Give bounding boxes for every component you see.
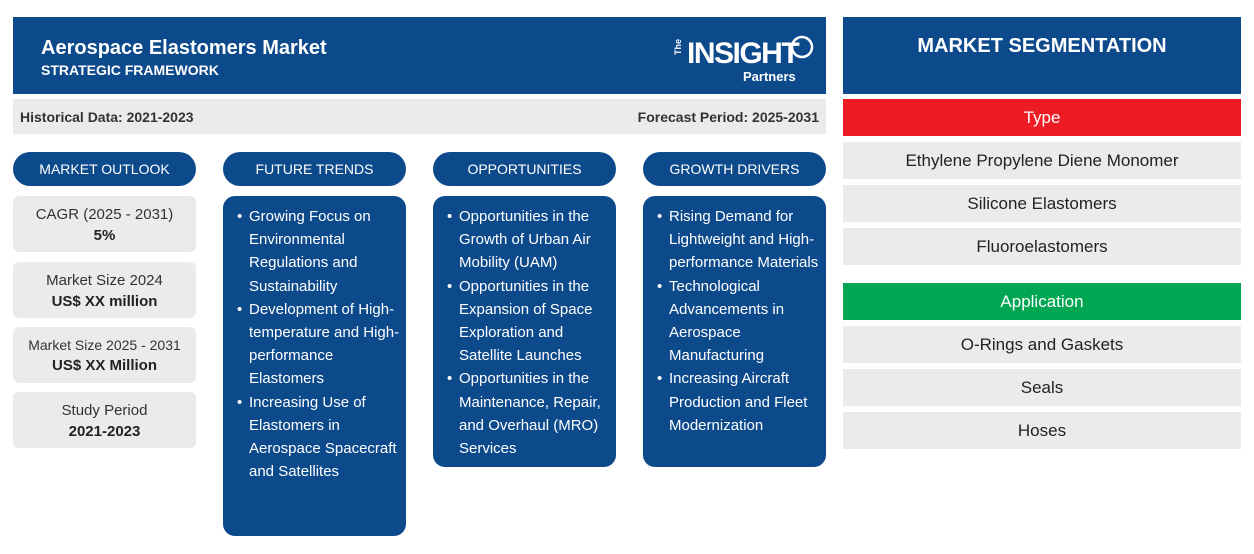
logo-arc-icon	[790, 35, 814, 59]
stat-label: Study Period	[61, 402, 148, 419]
growth-drivers-heading: GROWTH DRIVERS	[643, 152, 826, 186]
segment-application-item: O-Rings and Gaskets	[843, 326, 1241, 363]
future-trends-heading: FUTURE TRENDS	[223, 152, 406, 186]
historical-period: Historical Data: 2021-2023	[20, 109, 194, 125]
segment-type-item: Silicone Elastomers	[843, 185, 1241, 222]
segment-type-item: Ethylene Propylene Diene Monomer	[843, 142, 1241, 179]
market-outlook-heading: MARKET OUTLOOK	[13, 152, 196, 186]
stat-market-size-2024: Market Size 2024 US$ XX million	[13, 262, 196, 318]
page-title: Aerospace Elastomers Market	[41, 37, 327, 59]
segment-application-heading: Application	[843, 283, 1241, 320]
stat-cagr: CAGR (2025 - 2031) 5%	[13, 196, 196, 252]
market-segmentation-title: MARKET SEGMENTATION	[843, 17, 1241, 94]
forecast-period: Forecast Period: 2025-2031	[637, 109, 819, 125]
opportunity-item: Opportunities in the Maintenance, Repair…	[447, 367, 610, 460]
logo-the-text: The	[673, 38, 683, 55]
stat-study-period: Study Period 2021-2023	[13, 392, 196, 448]
driver-item: Increasing Aircraft Production and Fleet…	[657, 367, 820, 437]
period-bar: Historical Data: 2021-2023 Forecast Peri…	[13, 99, 826, 134]
logo-partners-text: Partners	[743, 69, 796, 84]
trend-item: Growing Focus on Environmental Regulatio…	[237, 205, 400, 298]
stat-value: 2021-2023	[68, 423, 141, 440]
segment-type-item: Fluoroelastomers	[843, 228, 1241, 265]
segment-type-heading: Type	[843, 99, 1241, 136]
opportunities-heading: OPPORTUNITIES	[433, 152, 616, 186]
stat-label: Market Size 2025 - 2031	[28, 337, 181, 353]
stat-value: US$ XX million	[51, 293, 158, 310]
trend-item: Increasing Use of Elastomers in Aerospac…	[237, 391, 400, 484]
future-trends-card: Growing Focus on Environmental Regulatio…	[223, 196, 406, 536]
insight-partners-logo: The INSIGHT Partners	[673, 33, 814, 84]
driver-item: Technological Advancements in Aerospace …	[657, 275, 820, 368]
opportunity-item: Opportunities in the Expansion of Space …	[447, 275, 610, 368]
stat-market-size-forecast: Market Size 2025 - 2031 US$ XX Million	[13, 327, 196, 383]
header-banner: Aerospace Elastomers Market STRATEGIC FR…	[13, 17, 826, 94]
stat-label: Market Size 2024	[46, 272, 163, 289]
segment-application-item: Hoses	[843, 412, 1241, 449]
page-subtitle: STRATEGIC FRAMEWORK	[41, 62, 219, 78]
driver-item: Rising Demand for Lightweight and High-p…	[657, 205, 820, 275]
logo-insight-text: INSIGHT	[687, 37, 800, 70]
stat-value: 5%	[93, 227, 116, 244]
segment-application-item: Seals	[843, 369, 1241, 406]
trend-item: Development of High-temperature and High…	[237, 298, 400, 391]
stat-value: US$ XX Million	[51, 357, 157, 374]
growth-drivers-card: Rising Demand for Lightweight and High-p…	[643, 196, 826, 467]
opportunities-card: Opportunities in the Growth of Urban Air…	[433, 196, 616, 467]
stat-label: CAGR (2025 - 2031)	[35, 206, 174, 223]
opportunity-item: Opportunities in the Growth of Urban Air…	[447, 205, 610, 275]
